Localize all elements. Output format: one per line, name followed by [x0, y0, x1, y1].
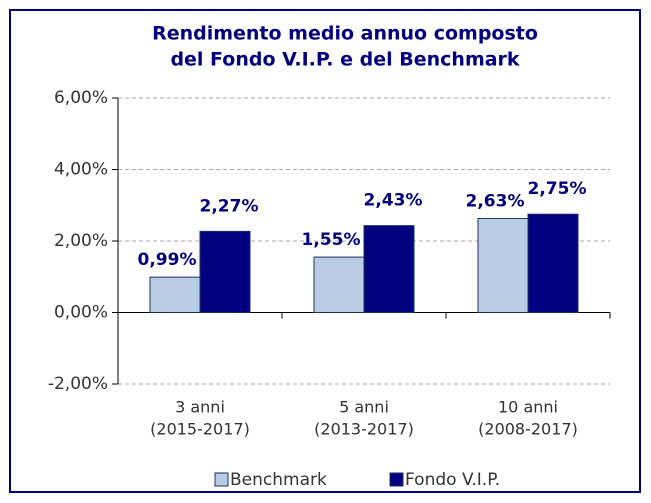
x-tick-label: 3 anni [175, 398, 225, 417]
y-tick-label: 2,00% [54, 231, 108, 251]
legend-swatch [214, 472, 229, 487]
bar [313, 256, 365, 313]
x-tick-label: (2008-2017) [478, 420, 578, 439]
x-tick-label: 10 anni [498, 398, 558, 417]
legend-label: Fondo V.I.P. [405, 470, 500, 490]
value-label: 2,75% [528, 179, 587, 199]
chart-title: del Fondo V.I.P. e del Benchmark [170, 49, 519, 71]
chart-title: Rendimento medio annuo composto [152, 23, 538, 45]
bar [477, 217, 529, 313]
bar [199, 230, 251, 313]
y-tick-label: 4,00% [54, 160, 108, 180]
value-label: 2,43% [364, 191, 423, 211]
value-label: 2,27% [200, 196, 259, 216]
bar [149, 276, 201, 314]
legend-swatch [389, 472, 404, 487]
legend-label: Benchmark [230, 470, 327, 490]
value-label: 2,63% [466, 191, 525, 211]
value-label: 0,99% [138, 250, 197, 270]
x-tick-label: (2013-2017) [314, 420, 414, 439]
y-tick-label: 6,00% [54, 88, 108, 108]
value-label: 1,55% [302, 230, 361, 250]
bar [363, 225, 415, 313]
y-tick-label: 0,00% [54, 303, 108, 323]
bar [527, 213, 579, 313]
y-tick-label: -2,00% [48, 374, 108, 394]
x-tick-label: (2015-2017) [150, 420, 250, 439]
x-tick-label: 5 anni [339, 398, 389, 417]
